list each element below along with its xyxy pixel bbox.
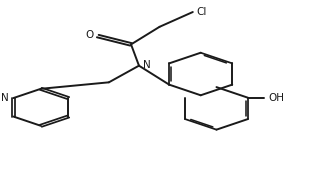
Text: OH: OH <box>268 93 284 103</box>
Text: Cl: Cl <box>196 7 207 17</box>
Text: N: N <box>143 60 151 70</box>
Text: N: N <box>1 93 9 103</box>
Text: O: O <box>86 30 94 40</box>
